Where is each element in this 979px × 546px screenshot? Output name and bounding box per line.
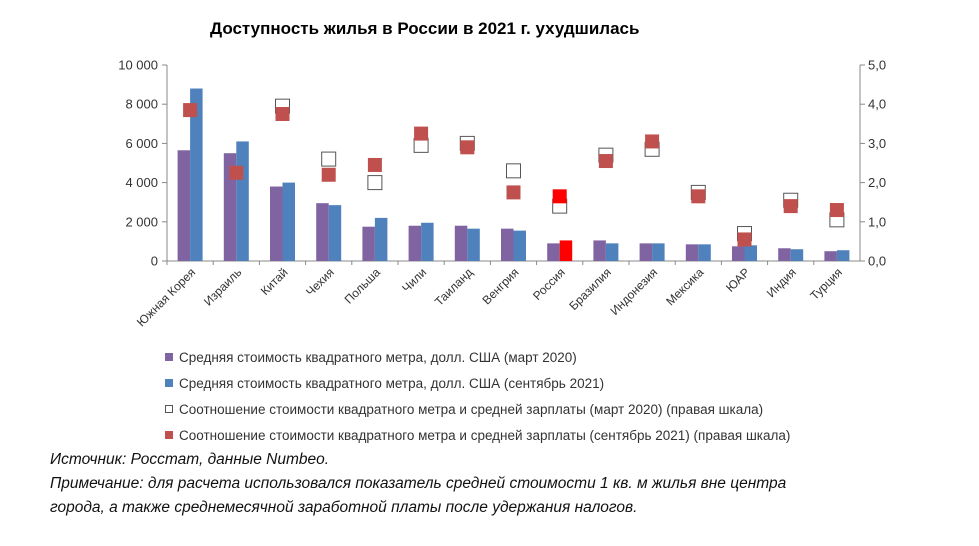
- bar-mar2020: [177, 150, 191, 261]
- marker-ratio-sep2021: [367, 157, 382, 172]
- y-tick-label-left: 6 000: [125, 136, 158, 151]
- bar-sep2021: [605, 243, 619, 261]
- legend-item-ratio-mar2020: Соотношение стоимости квадратного метра …: [165, 396, 790, 422]
- bar-sep2021: [421, 222, 434, 261]
- x-category-label: Китай: [258, 265, 291, 298]
- marker-ratio-sep2021: [737, 232, 752, 247]
- bar-sep2021: [374, 217, 388, 261]
- y-tick-label-right: 1,0: [868, 214, 886, 229]
- bar-mar2020: [408, 225, 422, 261]
- marker-ratio-sep2021: [783, 199, 798, 214]
- y-tick-label-left: 2 000: [125, 214, 158, 229]
- legend-swatch: [165, 353, 173, 361]
- bar-sep2021: [744, 245, 757, 261]
- y-tick-label-left: 4 000: [125, 175, 158, 190]
- bar-sep2021: [790, 249, 804, 261]
- x-category-label: Израиль: [201, 265, 244, 308]
- y-tick-label-right: 4,0: [868, 97, 886, 112]
- bar-mar2020: [732, 246, 745, 261]
- marker-ratio-sep2021: [598, 154, 613, 169]
- legend-label: Соотношение стоимости квадратного метра …: [179, 401, 764, 417]
- marker-ratio-sep2021: [414, 126, 429, 141]
- marker-ratio-sep2021: [645, 134, 660, 149]
- bar-mar2020: [593, 240, 606, 261]
- bar-mar2020: [316, 203, 329, 261]
- bar-sep2021: [282, 182, 295, 261]
- legend-item-ratio-sep2021: Соотношение стоимости квадратного метра …: [165, 422, 790, 448]
- marker-ratio-mar2020: [506, 163, 521, 179]
- bar-sep2021: [236, 141, 249, 261]
- bar-mar2020: [501, 228, 514, 261]
- chart-notes: Источник: Росстат, данные Numbeo. Примеч…: [50, 448, 950, 520]
- bar-sep2021: [652, 243, 665, 261]
- legend-item-bar-mar2020: Средняя стоимость квадратного метра, дол…: [165, 344, 790, 370]
- legend-item-bar-sep2021: Средняя стоимость квадратного метра, дол…: [165, 370, 790, 396]
- y-tick-label-left: 8 000: [125, 97, 158, 112]
- bar-sep2021: [513, 230, 526, 261]
- bar-mar2020: [270, 186, 283, 261]
- bar-mar2020: [547, 243, 560, 261]
- x-category-label: Чили: [399, 265, 429, 295]
- y-tick-label-right: 3,0: [868, 136, 886, 151]
- y-tick-label-right: 2,0: [868, 175, 886, 190]
- bar-sep2021: [190, 88, 203, 262]
- marker-ratio-sep2021: [552, 189, 567, 204]
- y-tick-label-right: 5,0: [868, 58, 886, 73]
- chart-title: Доступность жилья в России в 2021 г. уху…: [210, 19, 640, 38]
- x-category-label: Чехия: [303, 265, 337, 299]
- legend-label: Средняя стоимость квадратного метра, дол…: [179, 349, 577, 365]
- legend-swatch: [165, 405, 173, 413]
- marker-ratio-sep2021: [506, 185, 521, 200]
- marker-ratio-sep2021: [275, 107, 290, 121]
- legend-swatch: [165, 431, 173, 439]
- marker-ratio-sep2021: [183, 103, 198, 118]
- chart-legend: Средняя стоимость квадратного метра, дол…: [165, 344, 790, 448]
- bar-mar2020: [778, 248, 791, 261]
- marker-ratio-sep2021: [321, 167, 336, 182]
- marker-ratio-sep2021: [229, 165, 244, 180]
- x-category-label: Польша: [342, 265, 384, 307]
- x-category-label: Турция: [807, 265, 845, 303]
- x-category-label: Индонезия: [607, 265, 660, 318]
- marker-ratio-sep2021: [460, 140, 475, 155]
- x-category-label: Южная Корея: [134, 265, 198, 329]
- x-category-label: Таиланд: [432, 265, 475, 308]
- bar-sep2021: [467, 228, 480, 261]
- bar-sep2021: [836, 250, 850, 261]
- marker-ratio-sep2021: [691, 189, 706, 204]
- marker-ratio-sep2021: [829, 203, 844, 218]
- x-category-label: Россия: [530, 265, 568, 303]
- bar-sep2021: [559, 240, 573, 261]
- bar-sep2021: [328, 205, 342, 261]
- legend-label: Соотношение стоимости квадратного метра …: [179, 427, 791, 443]
- bar-sep2021: [698, 244, 711, 261]
- bar-mar2020: [824, 251, 837, 261]
- x-category-label: Венгрия: [480, 265, 522, 307]
- marker-ratio-mar2020: [367, 175, 383, 191]
- y-tick-label-left: 0: [151, 254, 158, 269]
- marker-ratio-mar2020: [321, 151, 337, 167]
- bar-mar2020: [639, 243, 653, 261]
- x-category-label: Мексика: [663, 265, 706, 308]
- bar-mar2020: [362, 226, 375, 261]
- bar-mar2020: [685, 244, 699, 261]
- remark-line-2: города, а также среднемесячной заработно…: [50, 499, 638, 516]
- legend-label: Средняя стоимость квадратного метра, дол…: [179, 375, 605, 391]
- y-tick-label-right: 0,0: [868, 254, 886, 269]
- chart-plot: 0 2 000 4 000 6 000 8 000 10 000 0,0 1,0 2,0 3,0 4…: [118, 58, 886, 330]
- remark-line-1: Примечание: для расчета использовался по…: [50, 475, 787, 492]
- legend-swatch: [165, 379, 173, 387]
- bar-mar2020: [454, 225, 468, 261]
- x-category-label: ЮАР: [723, 265, 753, 295]
- x-category-label: Бразилия: [566, 265, 614, 313]
- y-tick-label-left: 10 000: [118, 58, 158, 73]
- x-category-label: Индия: [764, 265, 799, 300]
- source-note: Источник: Росстат, данные Numbeo.: [50, 451, 330, 468]
- bar-mar2020: [223, 153, 237, 261]
